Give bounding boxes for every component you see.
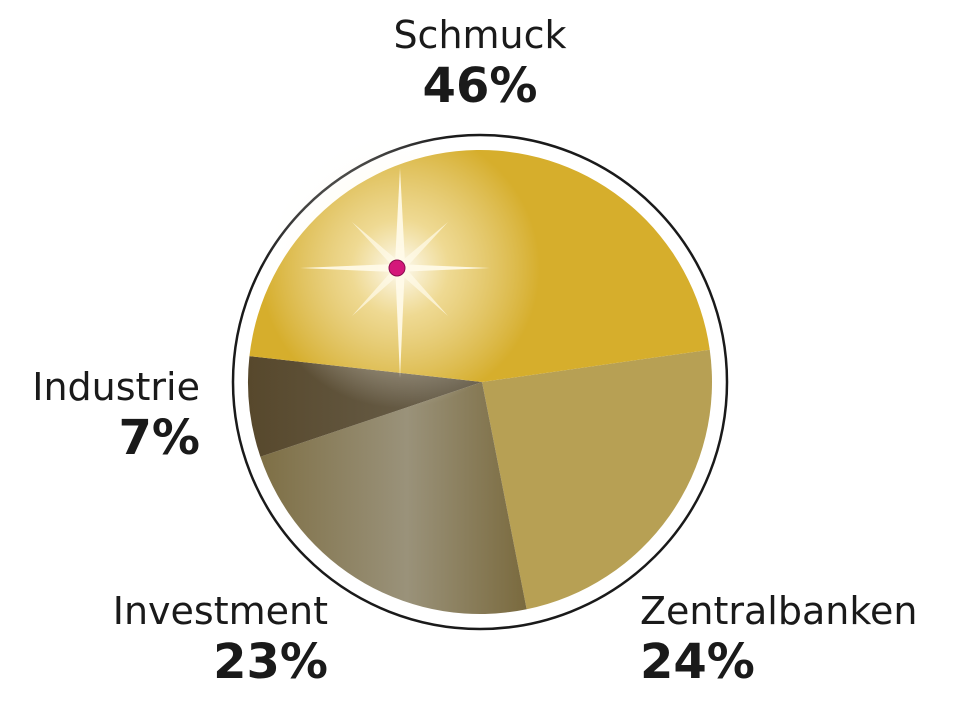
gem-icon	[388, 259, 406, 277]
label-zentralbanken: Zentralbanken 24%	[640, 592, 940, 686]
slice-label-value: 7%	[118, 410, 201, 466]
slice-label-name: Schmuck	[393, 13, 567, 57]
slice-label-name: Industrie	[32, 365, 200, 409]
slice-label-name: Zentralbanken	[640, 589, 918, 633]
slice-label-value: 24%	[640, 634, 755, 690]
sparkle-decoration	[260, 128, 540, 408]
pie-slice-zentralbanken	[482, 349, 712, 610]
slice-label-name: Investment	[112, 589, 328, 633]
label-schmuck: Schmuck 46%	[370, 16, 590, 110]
label-investment: Investment 23%	[100, 592, 328, 686]
slice-label-value: 46%	[422, 58, 538, 114]
slice-label-value: 23%	[213, 634, 328, 690]
label-industrie: Industrie 7%	[20, 368, 200, 462]
pie-slice-investment	[260, 382, 527, 614]
